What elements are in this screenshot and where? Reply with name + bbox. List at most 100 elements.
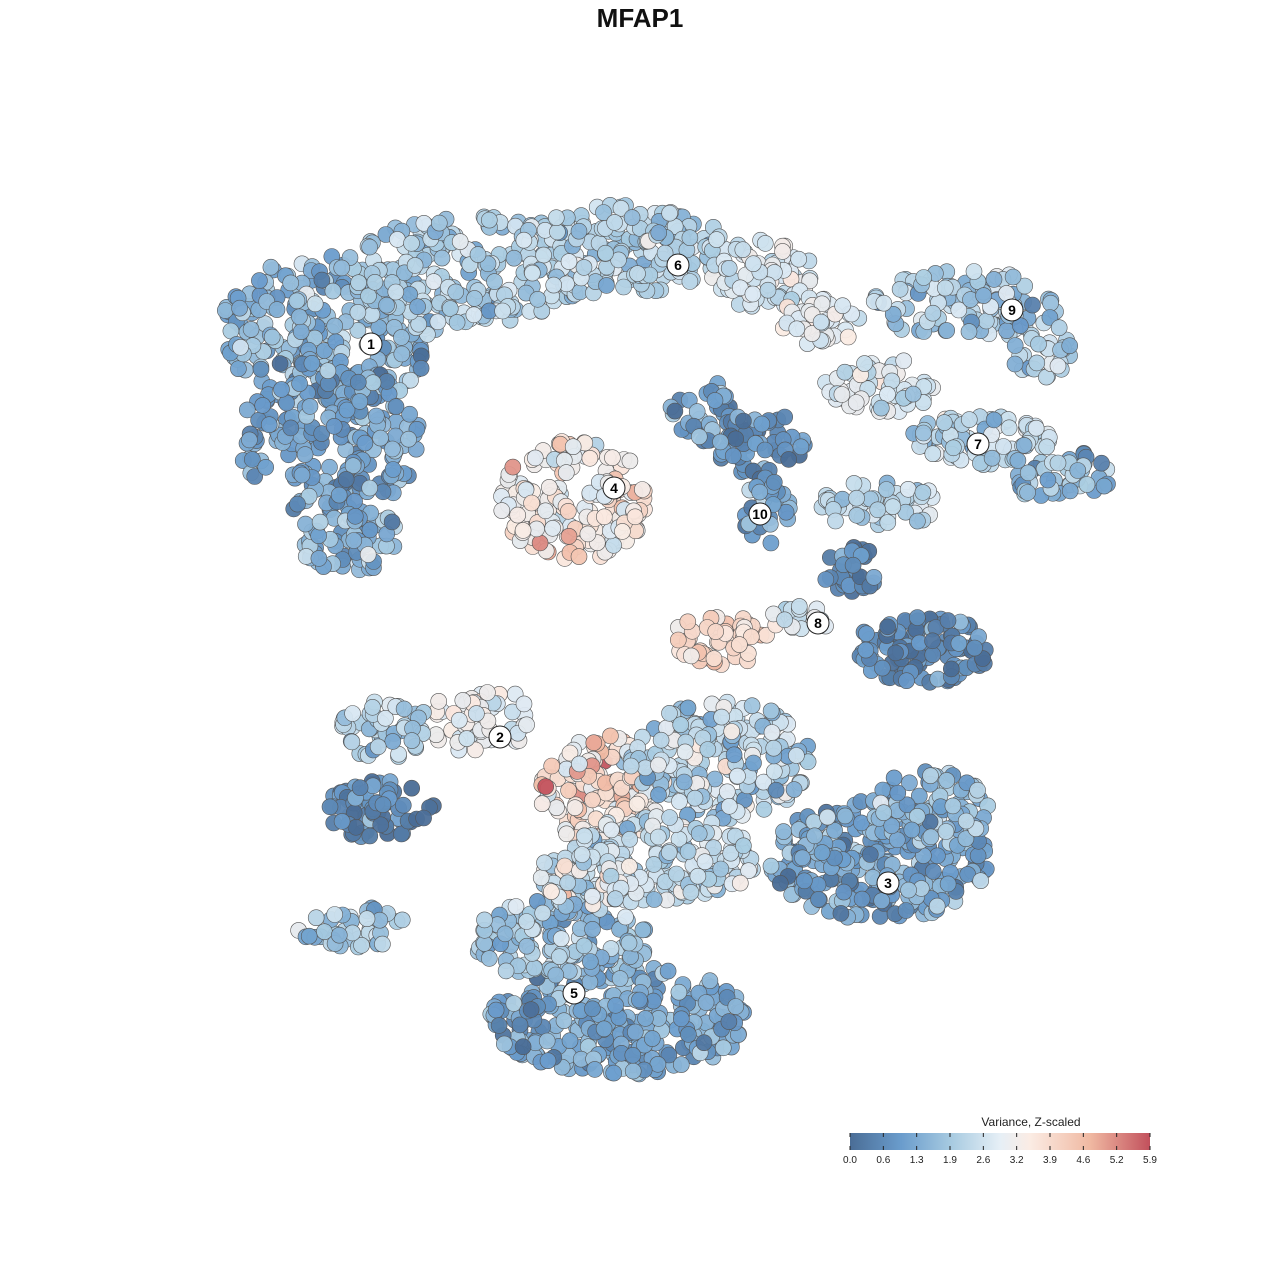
cell-point [313, 425, 331, 442]
cell-point [361, 238, 378, 256]
cell-point [836, 807, 854, 825]
cell-point [848, 506, 866, 524]
cell-point [701, 972, 719, 990]
cell-point [610, 251, 627, 269]
cell-point [282, 419, 300, 437]
cell-point [995, 438, 1012, 455]
cell-point [756, 235, 774, 252]
cell-point [605, 536, 622, 554]
cell-point [720, 797, 738, 815]
cell-point [561, 744, 579, 762]
cell-point [490, 1017, 508, 1034]
cell-point [351, 393, 369, 410]
cell-point [720, 1013, 738, 1030]
cell-point [884, 305, 902, 323]
cell-point [682, 647, 700, 665]
cell-point [1049, 454, 1067, 472]
legend-tick-label: 0.0 [843, 1155, 857, 1166]
cell-point [847, 394, 865, 411]
cell-point [762, 857, 780, 875]
cell-point [735, 412, 752, 430]
cell-point [602, 727, 619, 745]
cell-point [509, 506, 527, 524]
cluster-label-text: 6 [674, 257, 682, 273]
cell-point [560, 782, 577, 799]
cell-point [393, 825, 410, 843]
cell-point [621, 857, 638, 875]
cell-point [878, 481, 895, 498]
cell-point [560, 527, 578, 545]
cell-point [393, 329, 410, 346]
cell-point [356, 434, 374, 452]
cell-point [722, 844, 740, 862]
cell-point [595, 1020, 613, 1038]
cell-point [547, 209, 565, 226]
cell-point [480, 950, 498, 967]
cell-point [363, 306, 381, 323]
cell-point [393, 345, 411, 363]
cell-point [297, 515, 314, 533]
legend-tick-label: 1.3 [910, 1155, 924, 1166]
cell-point [544, 519, 562, 537]
cell-point [743, 697, 761, 715]
cell-point [788, 320, 806, 338]
cell-point [564, 438, 582, 456]
cell-point [939, 875, 957, 893]
cell-point [845, 475, 863, 492]
cell-point [300, 927, 318, 945]
cell-point [813, 844, 831, 861]
cell-point [801, 272, 819, 290]
cell-point [957, 812, 975, 830]
cell-point [547, 966, 565, 984]
cell-point [552, 930, 570, 948]
cell-point [705, 839, 722, 857]
cell-point [558, 825, 575, 843]
cell-point [451, 233, 469, 250]
cell-point [300, 487, 318, 505]
cell-point [487, 1001, 505, 1019]
cluster-label-badge [876, 871, 900, 895]
cell-point [533, 795, 551, 813]
cell-point [559, 874, 577, 892]
cell-point [505, 249, 523, 267]
cell-point [412, 359, 430, 377]
cell-point [476, 911, 493, 929]
cell-point [688, 403, 706, 420]
cell-point [765, 763, 783, 780]
cell-point [856, 355, 873, 372]
cell-point [273, 381, 290, 398]
cell-point [496, 925, 514, 943]
cell-point [983, 449, 1001, 467]
cell-point [661, 704, 678, 722]
cell-point [469, 246, 487, 263]
cell-point [950, 301, 968, 319]
cell-point [466, 290, 483, 307]
cell-point [433, 249, 451, 267]
cell-point [515, 231, 533, 249]
cell-point [924, 445, 942, 463]
cell-point [676, 743, 694, 761]
cell-point [495, 1035, 513, 1053]
cell-point [403, 235, 420, 252]
cell-point [400, 430, 417, 448]
cell-point [957, 830, 975, 848]
cell-point [624, 1047, 642, 1064]
cell-point [377, 709, 394, 727]
cell-point [326, 906, 344, 923]
cell-point [924, 646, 942, 664]
cell-point [670, 983, 688, 1001]
cell-point [615, 278, 632, 296]
cluster-label-7: 7 [966, 432, 990, 456]
cell-point [441, 300, 459, 317]
cell-point [832, 905, 850, 922]
cell-point [895, 352, 913, 370]
cell-point [744, 255, 762, 273]
cell-point [531, 534, 549, 552]
cell-point [879, 385, 896, 403]
cell-point [288, 292, 306, 310]
cell-point [696, 853, 714, 871]
cell-point [319, 362, 337, 380]
cell-point [1095, 477, 1113, 495]
cell-point [903, 821, 921, 839]
